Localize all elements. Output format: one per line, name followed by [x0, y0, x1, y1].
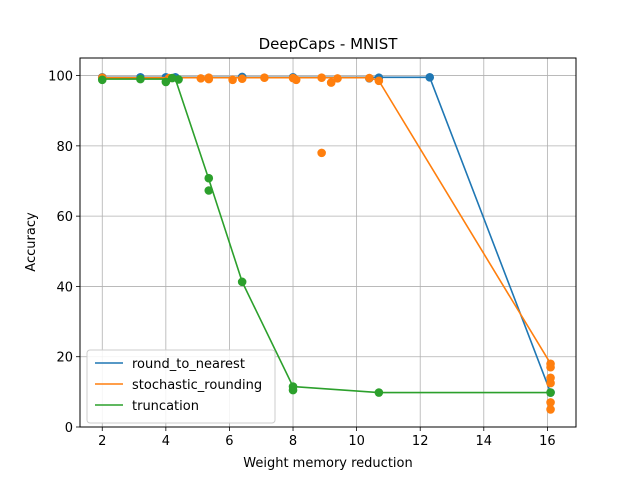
x-tick-label: 2	[98, 434, 106, 449]
x-tick-label: 10	[348, 434, 365, 449]
data-point-truncation	[204, 173, 214, 183]
data-point-stochastic_rounding	[237, 74, 247, 84]
data-point-stochastic_rounding	[317, 73, 326, 82]
data-point-stochastic_rounding	[546, 398, 555, 407]
legend: round_to_nearest stochastic_roundingtrunc…	[86, 349, 276, 424]
x-tick-label: 8	[289, 434, 297, 449]
x-tick-label: 6	[225, 434, 233, 449]
data-point-stochastic_rounding	[374, 76, 384, 86]
legend-label-round_to_nearest: round_to_nearest	[132, 357, 245, 372]
y-tick-label: 80	[56, 140, 73, 155]
y-axis-label: Accuracy	[24, 212, 39, 272]
series-layer	[97, 72, 555, 414]
legend-label-truncation: truncation	[132, 399, 199, 414]
series-truncation	[97, 73, 555, 397]
data-point-truncation	[161, 77, 171, 87]
data-point-stochastic_rounding	[204, 74, 214, 84]
data-point-stochastic_rounding	[326, 78, 336, 87]
legend-label-stochastic_rounding: stochastic_rounding	[132, 378, 262, 393]
data-point-stochastic_rounding	[546, 378, 555, 388]
data-point-stochastic_rounding	[317, 148, 326, 158]
x-tick-label: 14	[476, 434, 493, 449]
data-point-truncation	[136, 74, 145, 84]
data-point-stochastic_rounding	[228, 75, 237, 85]
y-tick-label: 20	[56, 351, 73, 366]
data-point-round_to_nearest	[425, 73, 435, 82]
legend-box	[86, 349, 276, 424]
data-point-truncation	[546, 388, 555, 397]
data-point-stochastic_rounding	[546, 405, 555, 414]
plot-frame	[79, 57, 577, 428]
data-point-stochastic_rounding	[291, 75, 301, 85]
y-tick-label: 0	[65, 421, 73, 436]
data-point-stochastic_rounding	[546, 362, 555, 372]
data-point-stochastic_rounding	[196, 74, 206, 83]
y-tick-label: 100	[48, 70, 73, 85]
chart-title: DeepCaps - MNIST	[259, 35, 399, 53]
data-point-truncation	[288, 385, 298, 395]
ticks: 2 4 6 8 10 12 14 16 0 20 40 60 80 100	[48, 70, 555, 449]
data-point-truncation	[237, 277, 247, 287]
data-point-truncation	[204, 186, 214, 195]
data-point-truncation	[174, 75, 183, 84]
x-tick-label: 4	[162, 434, 170, 449]
data-point-stochastic_rounding	[260, 73, 269, 82]
y-tick-label: 40	[56, 280, 73, 295]
y-tick-label: 60	[56, 210, 73, 225]
x-tick-label: 16	[539, 434, 556, 449]
data-point-truncation	[97, 75, 107, 85]
data-point-truncation	[374, 388, 384, 397]
x-axis-label: Weight memory reduction	[243, 456, 412, 471]
data-point-stochastic_rounding	[365, 73, 374, 83]
data-point-stochastic_rounding	[333, 74, 342, 83]
x-tick-label: 12	[412, 434, 429, 449]
